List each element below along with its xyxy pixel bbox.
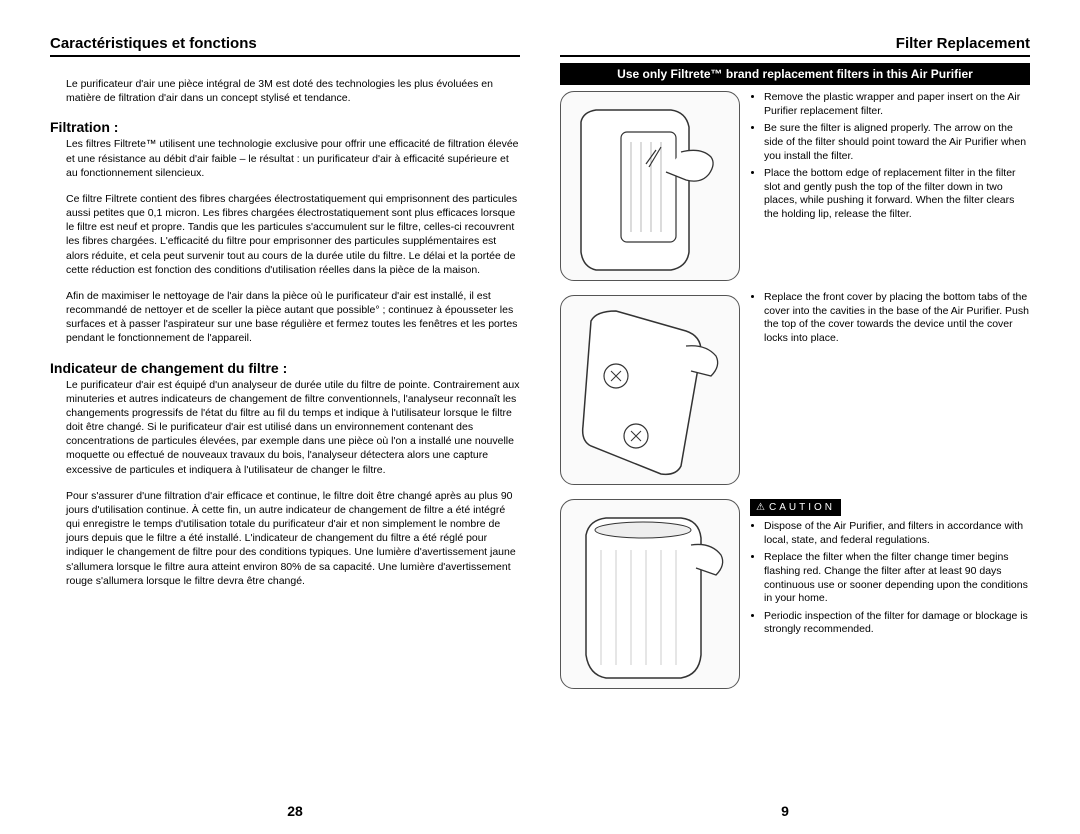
instruction-column: Remove the plastic wrapper and paper ins… <box>750 91 1030 703</box>
caution-block: ⚠ CAUTION Dispose of the Air Purifier, an… <box>750 491 1030 637</box>
filtration-p2: Ce filtre Filtrete contient des fibres c… <box>66 192 520 277</box>
indicator-heading: Indicateur de changement du filtre : <box>50 360 520 376</box>
caution-text: CAUTION <box>769 502 835 513</box>
indicator-p1: Le purificateur d'air est équipé d'un an… <box>66 378 520 477</box>
page-number-left: 28 <box>287 803 303 819</box>
list-item: Dispose of the Air Purifier, and filters… <box>764 520 1030 547</box>
list-item: Periodic inspection of the filter for da… <box>764 610 1030 637</box>
indicator-p2: Pour s'assurer d'une filtration d'air ef… <box>66 489 520 588</box>
purifier-assembled-illustration <box>560 499 740 689</box>
list-item: Replace the filter when the filter chang… <box>764 551 1030 606</box>
list-item: Place the bottom edge of replacement fil… <box>764 167 1030 222</box>
instruction-list-1: Remove the plastic wrapper and paper ins… <box>750 91 1030 222</box>
illustration-column <box>560 91 750 703</box>
list-item: Remove the plastic wrapper and paper ins… <box>764 91 1030 118</box>
caution-list: Dispose of the Air Purifier, and filters… <box>750 520 1030 637</box>
cover-replace-illustration <box>560 295 740 485</box>
instruction-block-1: Remove the plastic wrapper and paper ins… <box>750 91 1030 291</box>
filter-banner: Use only Filtrete™ brand replacement fil… <box>560 63 1030 85</box>
filter-insert-illustration <box>560 91 740 281</box>
left-page: Caractéristiques et fonctions Le purific… <box>50 35 540 819</box>
caution-label: ⚠ CAUTION <box>750 499 841 516</box>
instruction-list-2: Replace the front cover by placing the b… <box>750 291 1030 346</box>
page-number-right: 9 <box>781 803 789 819</box>
right-content: Remove the plastic wrapper and paper ins… <box>560 91 1030 703</box>
intro-para: Le purificateur d'air une pièce intégral… <box>66 77 520 105</box>
filtration-p3: Afin de maximiser le nettoyage de l'air … <box>66 289 520 346</box>
warning-icon: ⚠ <box>756 502 765 513</box>
filtration-heading: Filtration : <box>50 119 520 135</box>
filtration-p1: Les filtres Filtrete™ utilisent une tech… <box>66 137 520 180</box>
list-item: Replace the front cover by placing the b… <box>764 291 1030 346</box>
right-title: Filter Replacement <box>560 35 1030 57</box>
instruction-block-2: Replace the front cover by placing the b… <box>750 291 1030 491</box>
left-title: Caractéristiques et fonctions <box>50 35 520 57</box>
list-item: Be sure the filter is aligned properly. … <box>764 122 1030 163</box>
right-page: Filter Replacement Use only Filtrete™ br… <box>540 35 1030 819</box>
